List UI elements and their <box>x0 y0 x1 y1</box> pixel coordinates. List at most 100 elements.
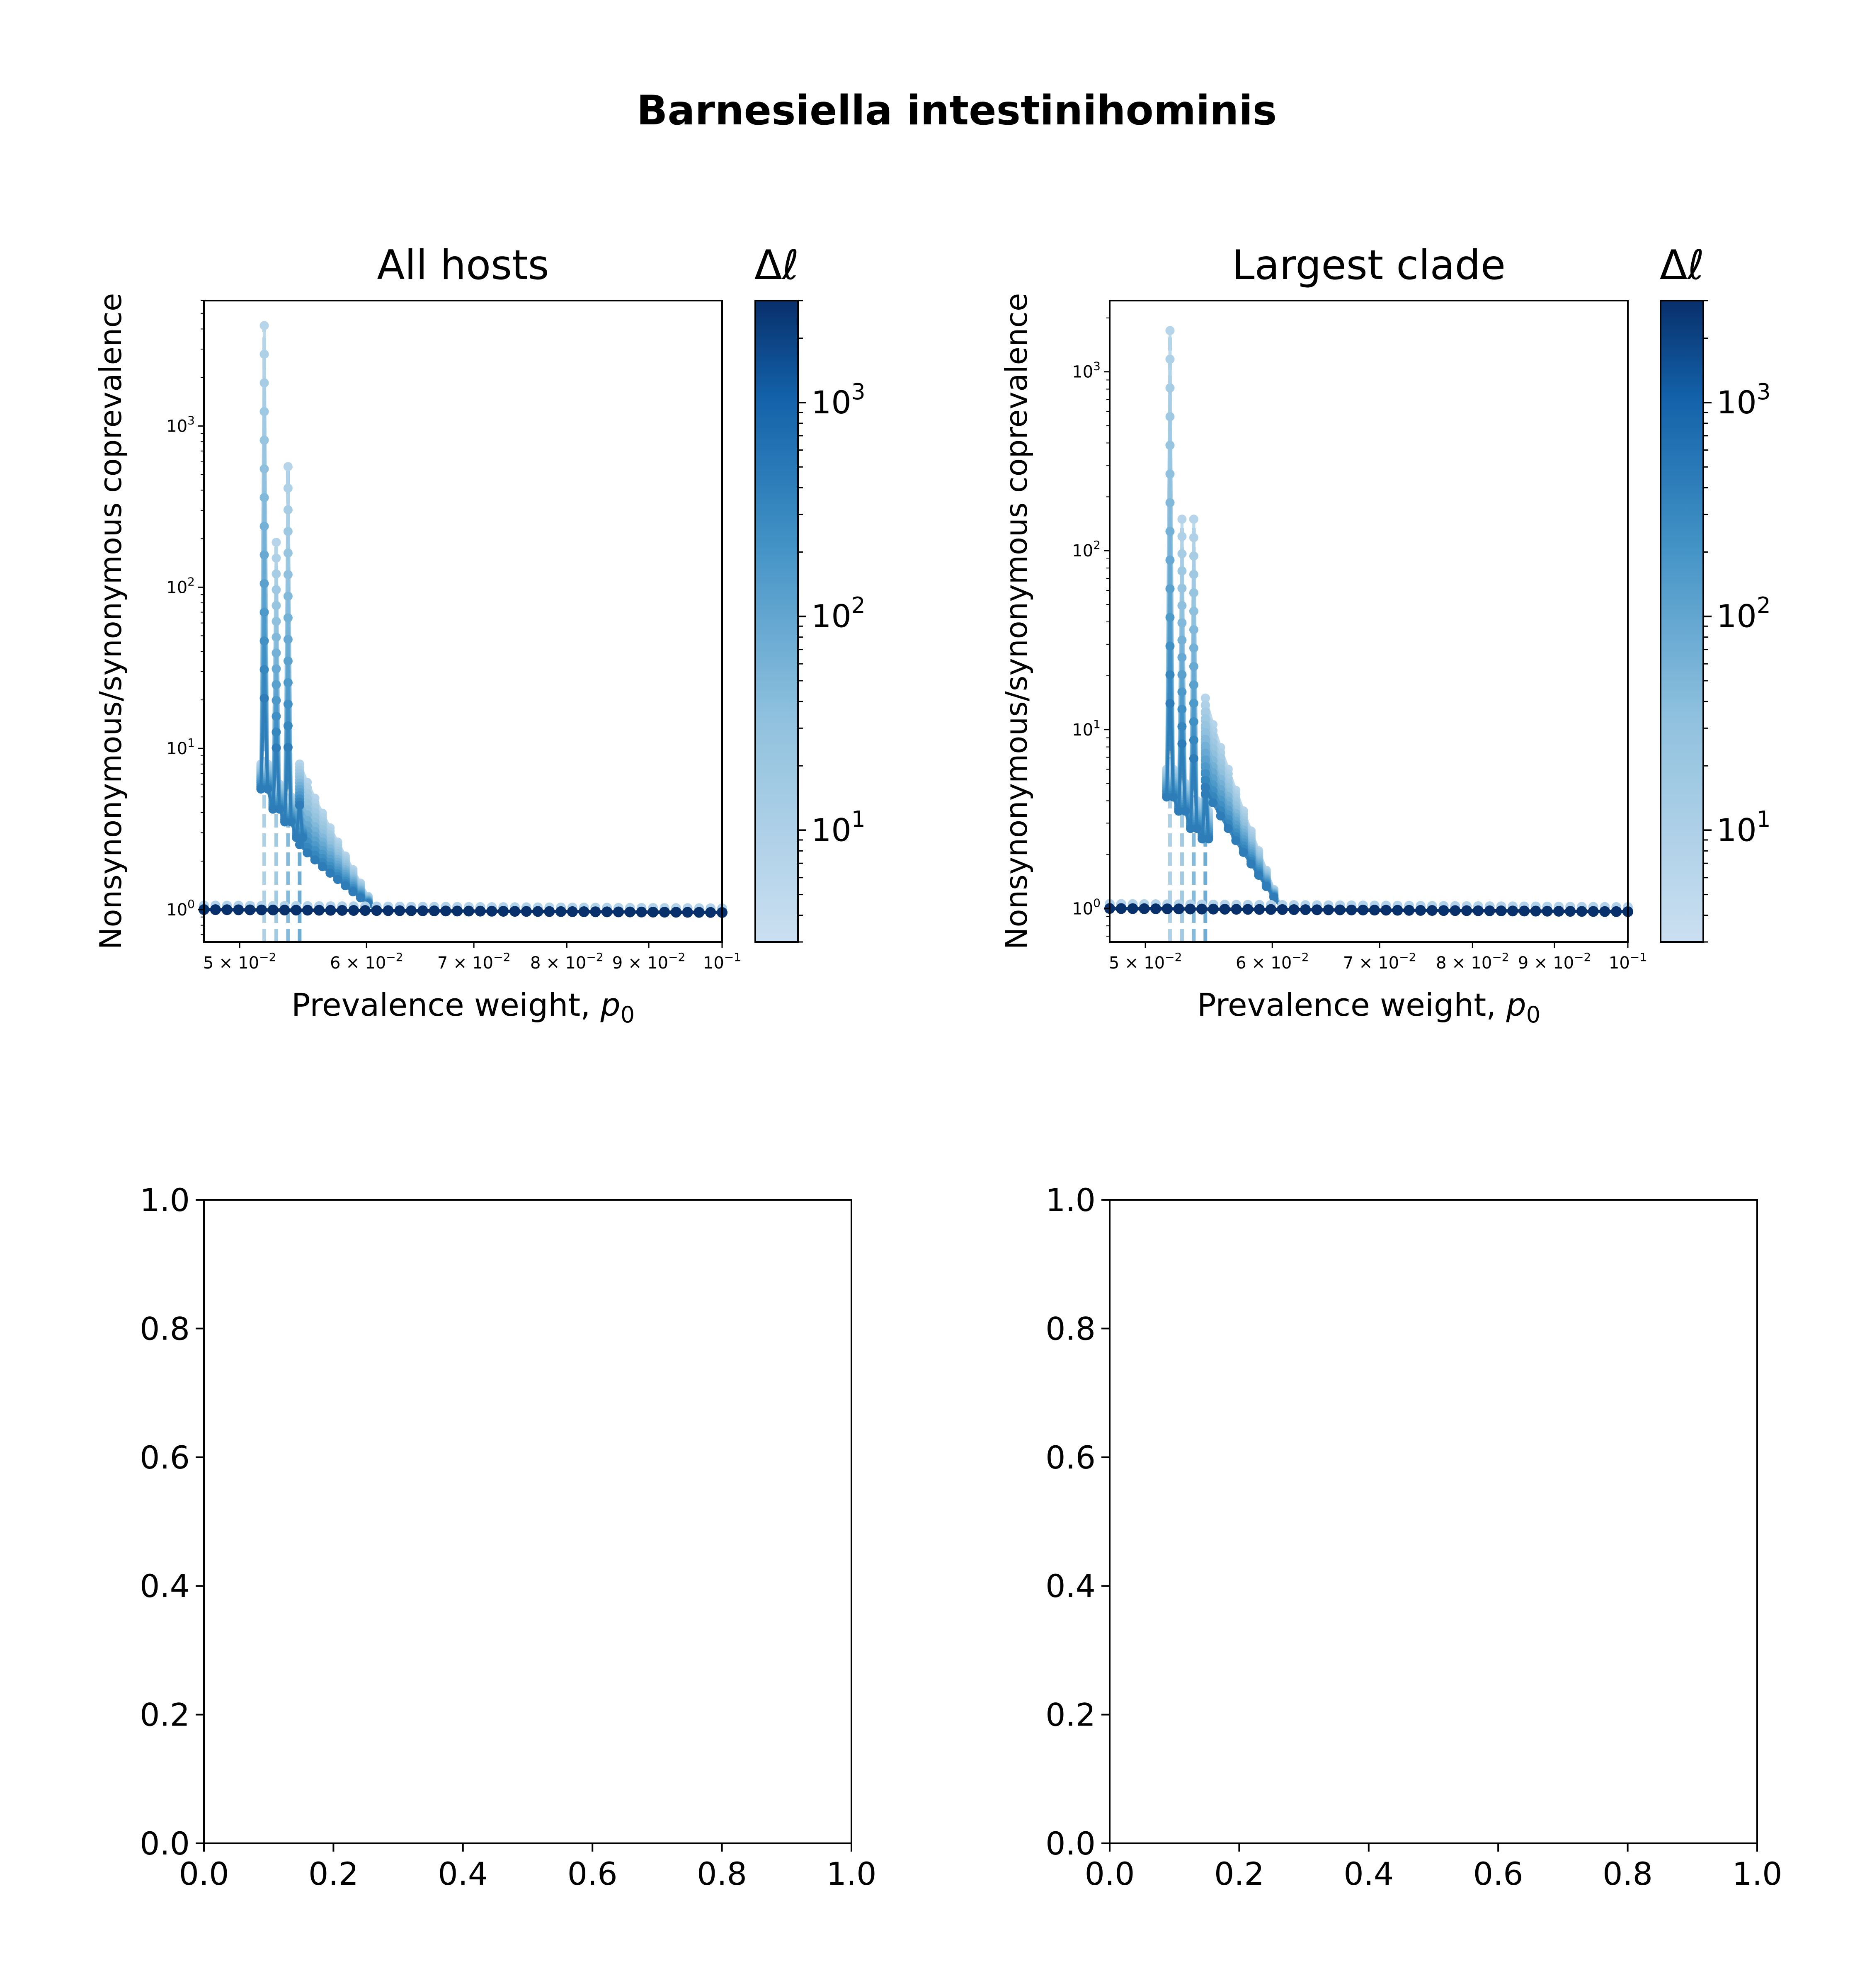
data-point <box>1177 635 1187 645</box>
data-point <box>1200 762 1210 772</box>
data-point <box>272 743 281 752</box>
x-tick-label: 0.6 <box>1473 1855 1523 1892</box>
data-point <box>283 483 293 493</box>
data-point <box>1177 722 1187 731</box>
data-point <box>1165 555 1175 565</box>
data-point <box>259 407 269 416</box>
colorbar-gradient <box>754 300 799 943</box>
data-point <box>1165 383 1175 393</box>
x-tick-label: 5 × 10−2 <box>203 950 276 973</box>
x-axis-label: Prevalence weight, p0 <box>1197 986 1540 1028</box>
x-tick-label: 0.2 <box>308 1855 359 1892</box>
data-point <box>1208 798 1218 808</box>
data-point <box>1169 792 1178 802</box>
data-point <box>259 694 269 703</box>
data-point <box>1200 789 1210 799</box>
data-point <box>1181 806 1190 816</box>
data-point <box>272 585 281 595</box>
colorbar-label: Δℓ <box>754 242 799 289</box>
x-tick-label: 8 × 10−2 <box>530 950 604 973</box>
colorbar: 101 102 103 Δℓ <box>1660 242 1771 943</box>
data-point <box>1200 748 1210 758</box>
x-tick-label: 8 × 10−2 <box>1436 950 1509 973</box>
data-point <box>1200 714 1210 723</box>
data-point <box>1200 776 1210 785</box>
x-tick-label: 6 × 10−2 <box>1236 950 1309 973</box>
data-point <box>272 711 281 721</box>
data-point <box>1189 588 1198 597</box>
data-point <box>272 664 281 674</box>
y-axis-label: Nonsynonymous/synonymous coprevalence <box>999 293 1034 950</box>
plot-title: All hosts <box>377 242 549 289</box>
colorbar-tick-label: 103 <box>811 379 866 421</box>
data-point <box>318 862 327 871</box>
data-point <box>1177 532 1187 541</box>
data-point <box>272 553 281 563</box>
x-tick-label: 5 × 10−2 <box>1109 950 1182 973</box>
y-tick-label: 0.6 <box>140 1439 190 1476</box>
data-layer <box>1104 326 1633 942</box>
colorbar-tick-label: 102 <box>1717 593 1771 635</box>
data-point <box>1177 704 1187 714</box>
data-point <box>1186 824 1195 833</box>
data-point <box>1216 811 1225 820</box>
data-point <box>341 881 350 891</box>
data-point <box>283 570 293 579</box>
data-point <box>1204 834 1213 844</box>
x-tick-label: 0.4 <box>1343 1855 1394 1892</box>
y-tick-label: 101 <box>166 736 195 758</box>
colorbar-label: Δℓ <box>1660 242 1705 289</box>
data-point <box>1177 618 1187 628</box>
data-point <box>1223 824 1233 833</box>
data-point <box>259 493 269 502</box>
data-point <box>272 648 281 658</box>
data-point <box>1165 412 1175 421</box>
x-tick-label: 0.0 <box>1085 1855 1135 1892</box>
data-point <box>259 378 269 388</box>
data-point <box>283 462 293 471</box>
data-point <box>259 636 269 646</box>
data-point <box>283 592 293 601</box>
data-point <box>1177 549 1187 558</box>
y-tick-label: 102 <box>1072 538 1101 561</box>
data-point <box>259 665 269 675</box>
y-tick-label: 0.2 <box>1045 1697 1096 1733</box>
data-point <box>292 833 301 842</box>
data-point <box>256 784 266 794</box>
data-point <box>1189 717 1198 726</box>
data-point <box>1200 693 1210 703</box>
data-point <box>283 656 293 666</box>
data-point <box>1231 836 1241 845</box>
data-point <box>1189 570 1198 579</box>
y-tick-label: 0.4 <box>140 1568 190 1604</box>
data-point <box>268 804 278 814</box>
data-point <box>1165 613 1175 622</box>
y-tick-label: 103 <box>1072 359 1101 382</box>
y-tick-label: 102 <box>166 575 195 597</box>
data-point <box>303 848 312 857</box>
data-layer <box>199 321 727 942</box>
data-point <box>283 678 293 687</box>
data-point <box>283 505 293 515</box>
chart-all-hosts: All hosts 100 101 102 103 5 × 10−2 6 × 10−2 7 ×… <box>93 242 866 1028</box>
data-point <box>283 743 293 752</box>
y-tick-label: 0.8 <box>140 1310 190 1347</box>
data-point <box>1200 769 1210 779</box>
baseline-line <box>204 908 723 914</box>
y-tick-label: 1.0 <box>1045 1182 1096 1219</box>
data-point <box>259 321 269 330</box>
colorbar: 101 102 103 Δℓ <box>754 242 866 943</box>
x-tick-label: 6 × 10−2 <box>330 950 403 973</box>
plot-frame <box>1109 1199 1758 1844</box>
x-tick-label: 9 × 10−2 <box>612 950 686 973</box>
data-point <box>1177 670 1187 680</box>
y-tick-label: 0.6 <box>1045 1439 1096 1476</box>
data-point <box>283 635 293 644</box>
x-tick-label: 7 × 10−2 <box>1343 950 1416 973</box>
chart-empty-left: 0.0 0.2 0.4 0.6 0.8 1.0 0.0 0.2 0.4 0.6 0.8 1.0 <box>140 1182 876 1892</box>
plot-frame <box>203 300 723 943</box>
data-point <box>1177 739 1187 749</box>
x-tick-label: 0.0 <box>179 1855 229 1892</box>
data-point <box>259 464 269 473</box>
data-point <box>1189 735 1198 745</box>
